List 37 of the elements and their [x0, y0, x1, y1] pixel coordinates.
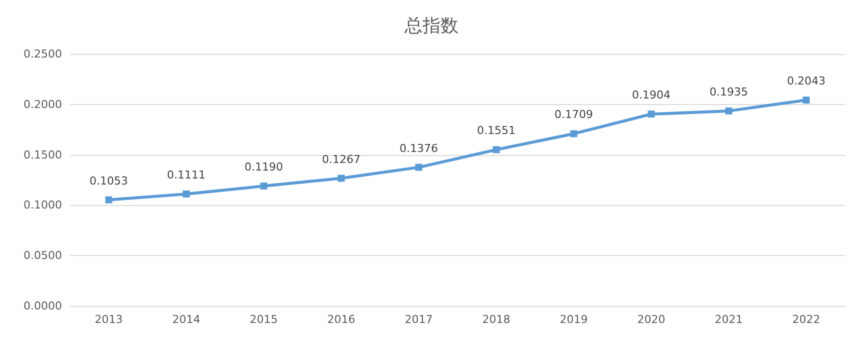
point	[260, 182, 268, 190]
data-label: 0.1267	[322, 152, 360, 166]
x-tick-label: 2022	[792, 313, 820, 326]
x-tick-label: 2020	[637, 313, 666, 326]
data-label: 0.1376	[400, 142, 438, 155]
chart-title: 总指数	[404, 16, 458, 36]
x-tick-label: 2021	[714, 313, 743, 326]
data-label: 0.1904	[632, 88, 670, 102]
x-tick-label: 2015	[250, 313, 278, 326]
data-label: 0.1935	[710, 85, 748, 98]
point	[182, 190, 190, 198]
data-label: 0.1190	[244, 160, 283, 174]
y-tick-label: 0.1500	[24, 148, 62, 162]
x-tick-label: 2019	[560, 313, 588, 326]
point	[492, 146, 500, 154]
data-label: 0.2043	[787, 74, 826, 88]
point	[570, 130, 578, 138]
data-label: 0.1551	[477, 124, 516, 138]
point	[802, 96, 810, 104]
x-tick-label: 2013	[94, 313, 123, 326]
point	[105, 196, 112, 204]
point	[338, 174, 345, 182]
y-tick-label: 0.0000	[24, 300, 62, 312]
point	[648, 110, 655, 118]
data-label: 0.1709	[554, 108, 593, 122]
data-label: 0.1111	[167, 168, 206, 182]
x-tick-label: 2014	[172, 313, 200, 326]
point	[415, 164, 422, 171]
x-tick-label: 2018	[482, 313, 510, 326]
x-tick-label: 2016	[327, 313, 356, 326]
y-tick-label: 0.2000	[24, 98, 62, 111]
y-tick-label: 0.2500	[24, 48, 62, 60]
data-label: 0.1053	[90, 174, 128, 188]
y-tick-label: 0.0500	[24, 249, 62, 262]
y-tick-label: 0.1000	[24, 198, 62, 212]
x-tick-label: 2017	[404, 313, 433, 326]
point	[725, 107, 732, 114]
